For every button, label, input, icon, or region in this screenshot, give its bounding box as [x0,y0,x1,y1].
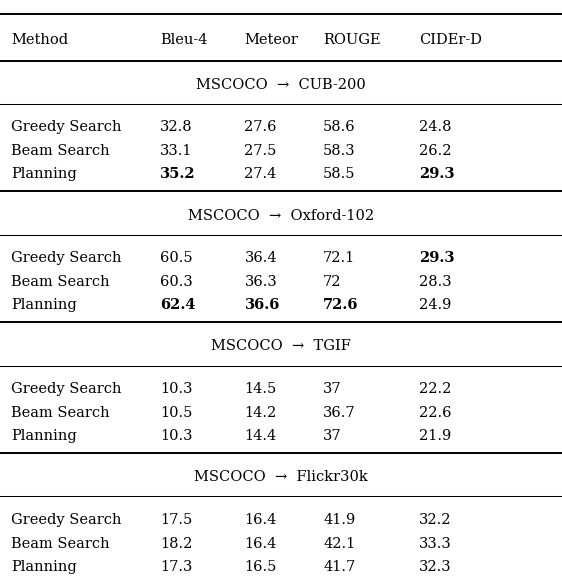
Text: Planning: Planning [11,168,77,181]
Text: 72.1: 72.1 [323,251,355,265]
Text: 60.5: 60.5 [160,251,193,265]
Text: 36.4: 36.4 [244,251,277,265]
Text: Beam Search: Beam Search [11,536,110,550]
Text: Beam Search: Beam Search [11,406,110,420]
Text: Beam Search: Beam Search [11,275,110,289]
Text: 27.5: 27.5 [244,144,277,158]
Text: 42.1: 42.1 [323,536,355,550]
Text: 27.6: 27.6 [244,120,277,134]
Text: Method: Method [11,33,69,47]
Text: Bleu-4: Bleu-4 [160,33,208,47]
Text: 16.4: 16.4 [244,536,277,550]
Text: 14.5: 14.5 [244,382,277,396]
Text: 16.5: 16.5 [244,560,277,574]
Text: 16.4: 16.4 [244,513,277,527]
Text: Greedy Search: Greedy Search [11,251,122,265]
Text: 27.4: 27.4 [244,168,277,181]
Text: 58.6: 58.6 [323,120,356,134]
Text: 37: 37 [323,429,342,443]
Text: 17.3: 17.3 [160,560,193,574]
Text: Beam Search: Beam Search [11,144,110,158]
Text: 22.6: 22.6 [419,406,451,420]
Text: 10.3: 10.3 [160,429,193,443]
Text: 24.8: 24.8 [419,120,451,134]
Text: 60.3: 60.3 [160,275,193,289]
Text: 14.4: 14.4 [244,429,277,443]
Text: 58.5: 58.5 [323,168,356,181]
Text: CIDEr-D: CIDEr-D [419,33,482,47]
Text: 36.7: 36.7 [323,406,356,420]
Text: 24.9: 24.9 [419,298,451,312]
Text: 72: 72 [323,275,342,289]
Text: 32.2: 32.2 [419,513,451,527]
Text: 41.7: 41.7 [323,560,355,574]
Text: MSCOCO  →  TGIF: MSCOCO → TGIF [211,339,351,354]
Text: 14.2: 14.2 [244,406,277,420]
Text: 21.9: 21.9 [419,429,451,443]
Text: Greedy Search: Greedy Search [11,120,122,134]
Text: 17.5: 17.5 [160,513,192,527]
Text: 41.9: 41.9 [323,513,355,527]
Text: 33.3: 33.3 [419,536,451,550]
Text: 10.3: 10.3 [160,382,193,396]
Text: 58.3: 58.3 [323,144,356,158]
Text: MSCOCO  →  Flickr30k: MSCOCO → Flickr30k [194,470,368,484]
Text: Meteor: Meteor [244,33,298,47]
Text: 36.3: 36.3 [244,275,277,289]
Text: Planning: Planning [11,298,77,312]
Text: 36.6: 36.6 [244,298,280,312]
Text: Greedy Search: Greedy Search [11,382,122,396]
Text: 32.8: 32.8 [160,120,193,134]
Text: Greedy Search: Greedy Search [11,513,122,527]
Text: MSCOCO  →  Oxford-102: MSCOCO → Oxford-102 [188,209,374,223]
Text: Planning: Planning [11,429,77,443]
Text: 22.2: 22.2 [419,382,451,396]
Text: 62.4: 62.4 [160,298,196,312]
Text: Planning: Planning [11,560,77,574]
Text: 35.2: 35.2 [160,168,196,181]
Text: 18.2: 18.2 [160,536,193,550]
Text: 29.3: 29.3 [419,168,454,181]
Text: 26.2: 26.2 [419,144,451,158]
Text: 28.3: 28.3 [419,275,451,289]
Text: 37: 37 [323,382,342,396]
Text: 29.3: 29.3 [419,251,454,265]
Text: MSCOCO  →  CUB-200: MSCOCO → CUB-200 [196,77,366,92]
Text: 72.6: 72.6 [323,298,359,312]
Text: 33.1: 33.1 [160,144,193,158]
Text: 10.5: 10.5 [160,406,193,420]
Text: 32.3: 32.3 [419,560,451,574]
Text: ROUGE: ROUGE [323,33,381,47]
